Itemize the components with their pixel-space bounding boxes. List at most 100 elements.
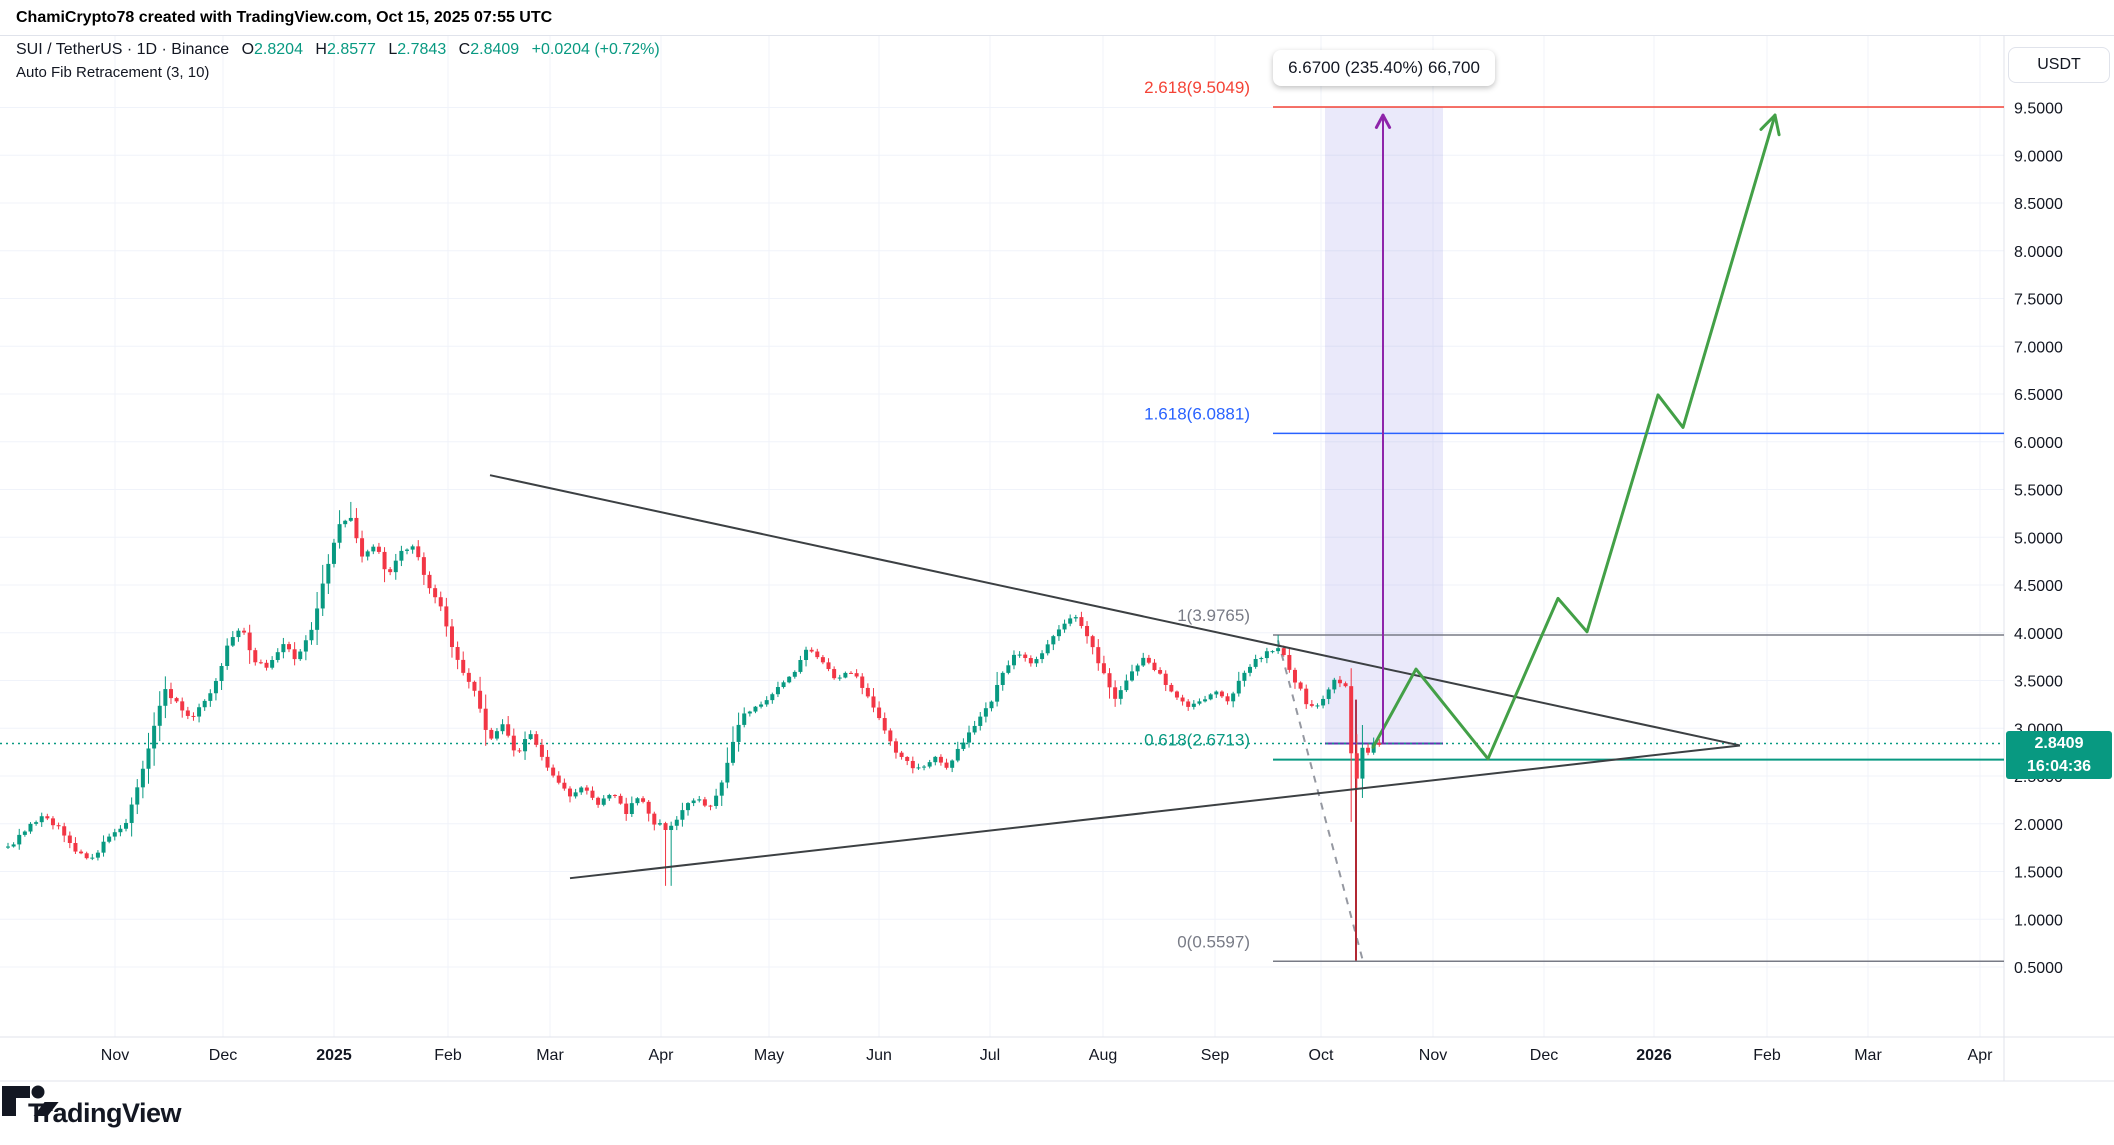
candle-body xyxy=(916,767,921,769)
attribution-text: ChamiCrypto78 created with TradingView.c… xyxy=(16,8,553,26)
candle-body xyxy=(1174,691,1179,698)
candle-body xyxy=(798,659,803,672)
candle-body xyxy=(1011,654,1016,666)
time-axis-label: Apr xyxy=(1968,1047,1994,1064)
price-axis-label: 1.5000 xyxy=(2014,865,2063,882)
candle-body xyxy=(882,718,887,731)
candle-body xyxy=(641,798,646,802)
candle-body xyxy=(832,669,837,679)
plot-layer xyxy=(0,106,2004,963)
projection-arrowhead-icon xyxy=(1759,113,1777,131)
legend-symbol-row[interactable]: SUI / TetherUS · 1D · Binance O2.8204 H2… xyxy=(16,40,660,60)
candle-body xyxy=(461,659,466,673)
candle-body xyxy=(185,710,190,716)
upper-trendline[interactable] xyxy=(489,474,1741,747)
last-price-value: 2.8409 xyxy=(2034,735,2084,752)
candle-body xyxy=(1197,701,1202,704)
candle-body xyxy=(22,831,27,835)
candle-body xyxy=(174,698,179,702)
candle-body xyxy=(360,538,365,557)
candle-body xyxy=(742,713,747,725)
candle-body xyxy=(1028,658,1033,664)
fib-level-label: 0.618(2.6713) xyxy=(1144,731,1250,750)
candle-body xyxy=(500,724,505,732)
tradingview-logo[interactable]: TradingView xyxy=(2,1085,182,1129)
projection-zigzag-line[interactable] xyxy=(1371,113,1777,761)
candle-body xyxy=(624,803,629,814)
ohlc-high-label: H xyxy=(315,41,327,58)
lower-trendline[interactable] xyxy=(569,744,1741,880)
candle-body xyxy=(837,677,842,679)
candle-body xyxy=(230,637,235,646)
candle-body xyxy=(995,684,1000,702)
candle-body xyxy=(635,798,640,804)
candle-body xyxy=(112,832,117,837)
candle-body xyxy=(11,844,16,847)
candle-body xyxy=(697,799,702,801)
candle-body xyxy=(584,787,589,791)
candle-body xyxy=(1337,679,1342,684)
price-axis-label: 1.0000 xyxy=(2014,912,2063,929)
time-axis-label: 2025 xyxy=(316,1047,352,1064)
candle-body xyxy=(1023,654,1028,659)
time-axis-label: Feb xyxy=(434,1047,462,1064)
candle-body xyxy=(1045,644,1050,654)
candle-body xyxy=(168,689,173,699)
last-price-badge[interactable]: 2.8409 16:04:36 xyxy=(2006,731,2112,779)
candle-body xyxy=(1118,690,1123,699)
candle-body xyxy=(1113,687,1118,699)
candle-body xyxy=(860,676,865,688)
candle-body xyxy=(253,650,258,663)
candle-body xyxy=(854,673,859,677)
candle-body xyxy=(950,760,955,768)
indicator-name[interactable]: Auto Fib Retracement (3, 10) xyxy=(16,64,210,81)
candle-body xyxy=(135,787,140,805)
time-axis-label: May xyxy=(754,1047,784,1064)
candle-body xyxy=(1146,657,1151,663)
candle-body xyxy=(781,682,786,688)
candle-body xyxy=(539,744,544,757)
candle-body xyxy=(140,768,145,788)
candle-body xyxy=(124,822,129,829)
candle-body xyxy=(354,517,359,539)
symbol-title[interactable]: SUI / TetherUS · 1D · Binance xyxy=(16,41,230,58)
price-axis-label: 8.5000 xyxy=(2014,196,2063,213)
candle-body xyxy=(494,731,499,739)
candle-body xyxy=(1253,658,1258,667)
candle-body xyxy=(708,805,713,807)
candle-body xyxy=(101,841,106,853)
candle-body xyxy=(579,787,584,793)
ohlc-low-value: 2.7843 xyxy=(397,41,447,58)
candle-body xyxy=(725,762,730,783)
candle-body xyxy=(34,822,39,824)
candle-body xyxy=(534,734,539,745)
candle-body xyxy=(281,644,286,653)
candle-body xyxy=(1343,683,1348,687)
candle-body xyxy=(927,762,932,767)
candle-body xyxy=(303,640,308,652)
candle-body xyxy=(1085,625,1090,637)
candle-body xyxy=(1130,671,1134,681)
candle-body xyxy=(910,760,915,769)
chart-legend[interactable]: SUI / TetherUS · 1D · Binance O2.8204 H2… xyxy=(16,40,660,83)
candle-body xyxy=(1079,617,1084,626)
currency-label: USDT xyxy=(2037,56,2081,73)
candle-body xyxy=(753,706,758,712)
measurement-arrowhead-icon xyxy=(1374,113,1385,129)
indicator-row[interactable]: Auto Fib Retracement (3, 10) xyxy=(16,63,660,83)
candle-body xyxy=(523,739,528,752)
candle-body xyxy=(702,799,707,806)
time-axis-label: Nov xyxy=(1419,1047,1447,1064)
fib-level-label: 2.618(9.5049) xyxy=(1144,78,1250,97)
candle-body xyxy=(1068,618,1073,624)
candle-body xyxy=(686,803,691,811)
candle-body xyxy=(1281,648,1286,656)
candle-body xyxy=(236,630,241,638)
candle-body xyxy=(1326,689,1331,699)
candle-body xyxy=(275,652,280,660)
candle-body xyxy=(1270,651,1275,653)
currency-toggle-button[interactable]: USDT xyxy=(2008,47,2110,83)
candle-body xyxy=(905,756,910,761)
candle-body xyxy=(427,574,432,589)
candle-body xyxy=(764,700,769,705)
